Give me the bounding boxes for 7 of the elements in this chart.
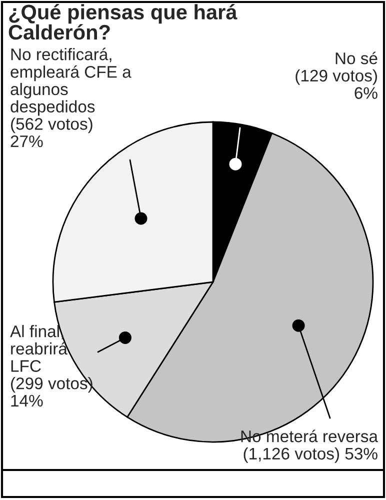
slice-label: No sé (336, 52, 378, 64)
data-label: (562 votos) 27% (10, 118, 92, 148)
chart-title: ¿Qué piensas que hará Calderón? (8, 4, 238, 40)
data-label: (129 votos) 6% (296, 69, 378, 99)
data-label: (299 votos) 14% (11, 377, 92, 407)
data-label: (1,126 votos) 53% (244, 447, 378, 463)
slice-label: No rectificará, empleará CFE a algunos despedidos (10, 48, 132, 116)
